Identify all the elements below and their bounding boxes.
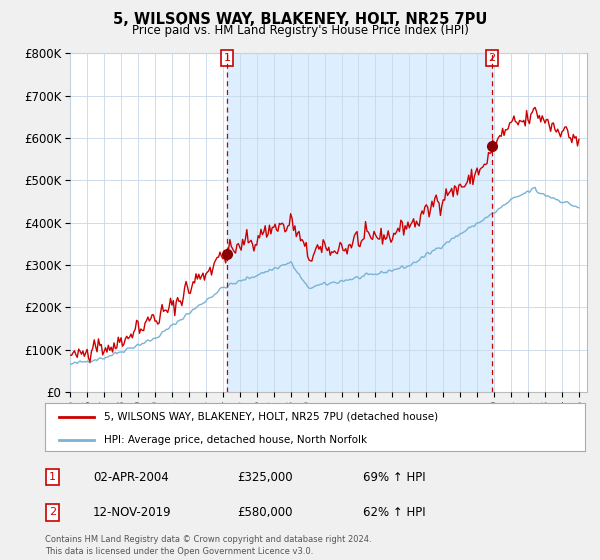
Bar [227,53,492,392]
Text: 12-NOV-2019: 12-NOV-2019 [93,506,172,519]
Text: 2: 2 [49,507,56,517]
Text: 5, WILSONS WAY, BLAKENEY, HOLT, NR25 7PU: 5, WILSONS WAY, BLAKENEY, HOLT, NR25 7PU [113,12,487,27]
Text: 1: 1 [49,472,56,482]
Text: 5, WILSONS WAY, BLAKENEY, HOLT, NR25 7PU (detached house): 5, WILSONS WAY, BLAKENEY, HOLT, NR25 7PU… [104,412,439,422]
Text: 62% ↑ HPI: 62% ↑ HPI [363,506,425,519]
Text: £325,000: £325,000 [237,470,293,484]
Text: 1: 1 [224,53,230,63]
Text: £580,000: £580,000 [237,506,293,519]
Text: 02-APR-2004: 02-APR-2004 [93,470,169,484]
Text: 2: 2 [488,53,496,63]
Text: HPI: Average price, detached house, North Norfolk: HPI: Average price, detached house, Nort… [104,435,368,445]
Text: Price paid vs. HM Land Registry's House Price Index (HPI): Price paid vs. HM Land Registry's House … [131,24,469,36]
Text: 69% ↑ HPI: 69% ↑ HPI [363,470,425,484]
Text: Contains HM Land Registry data © Crown copyright and database right 2024.
This d: Contains HM Land Registry data © Crown c… [45,535,371,556]
